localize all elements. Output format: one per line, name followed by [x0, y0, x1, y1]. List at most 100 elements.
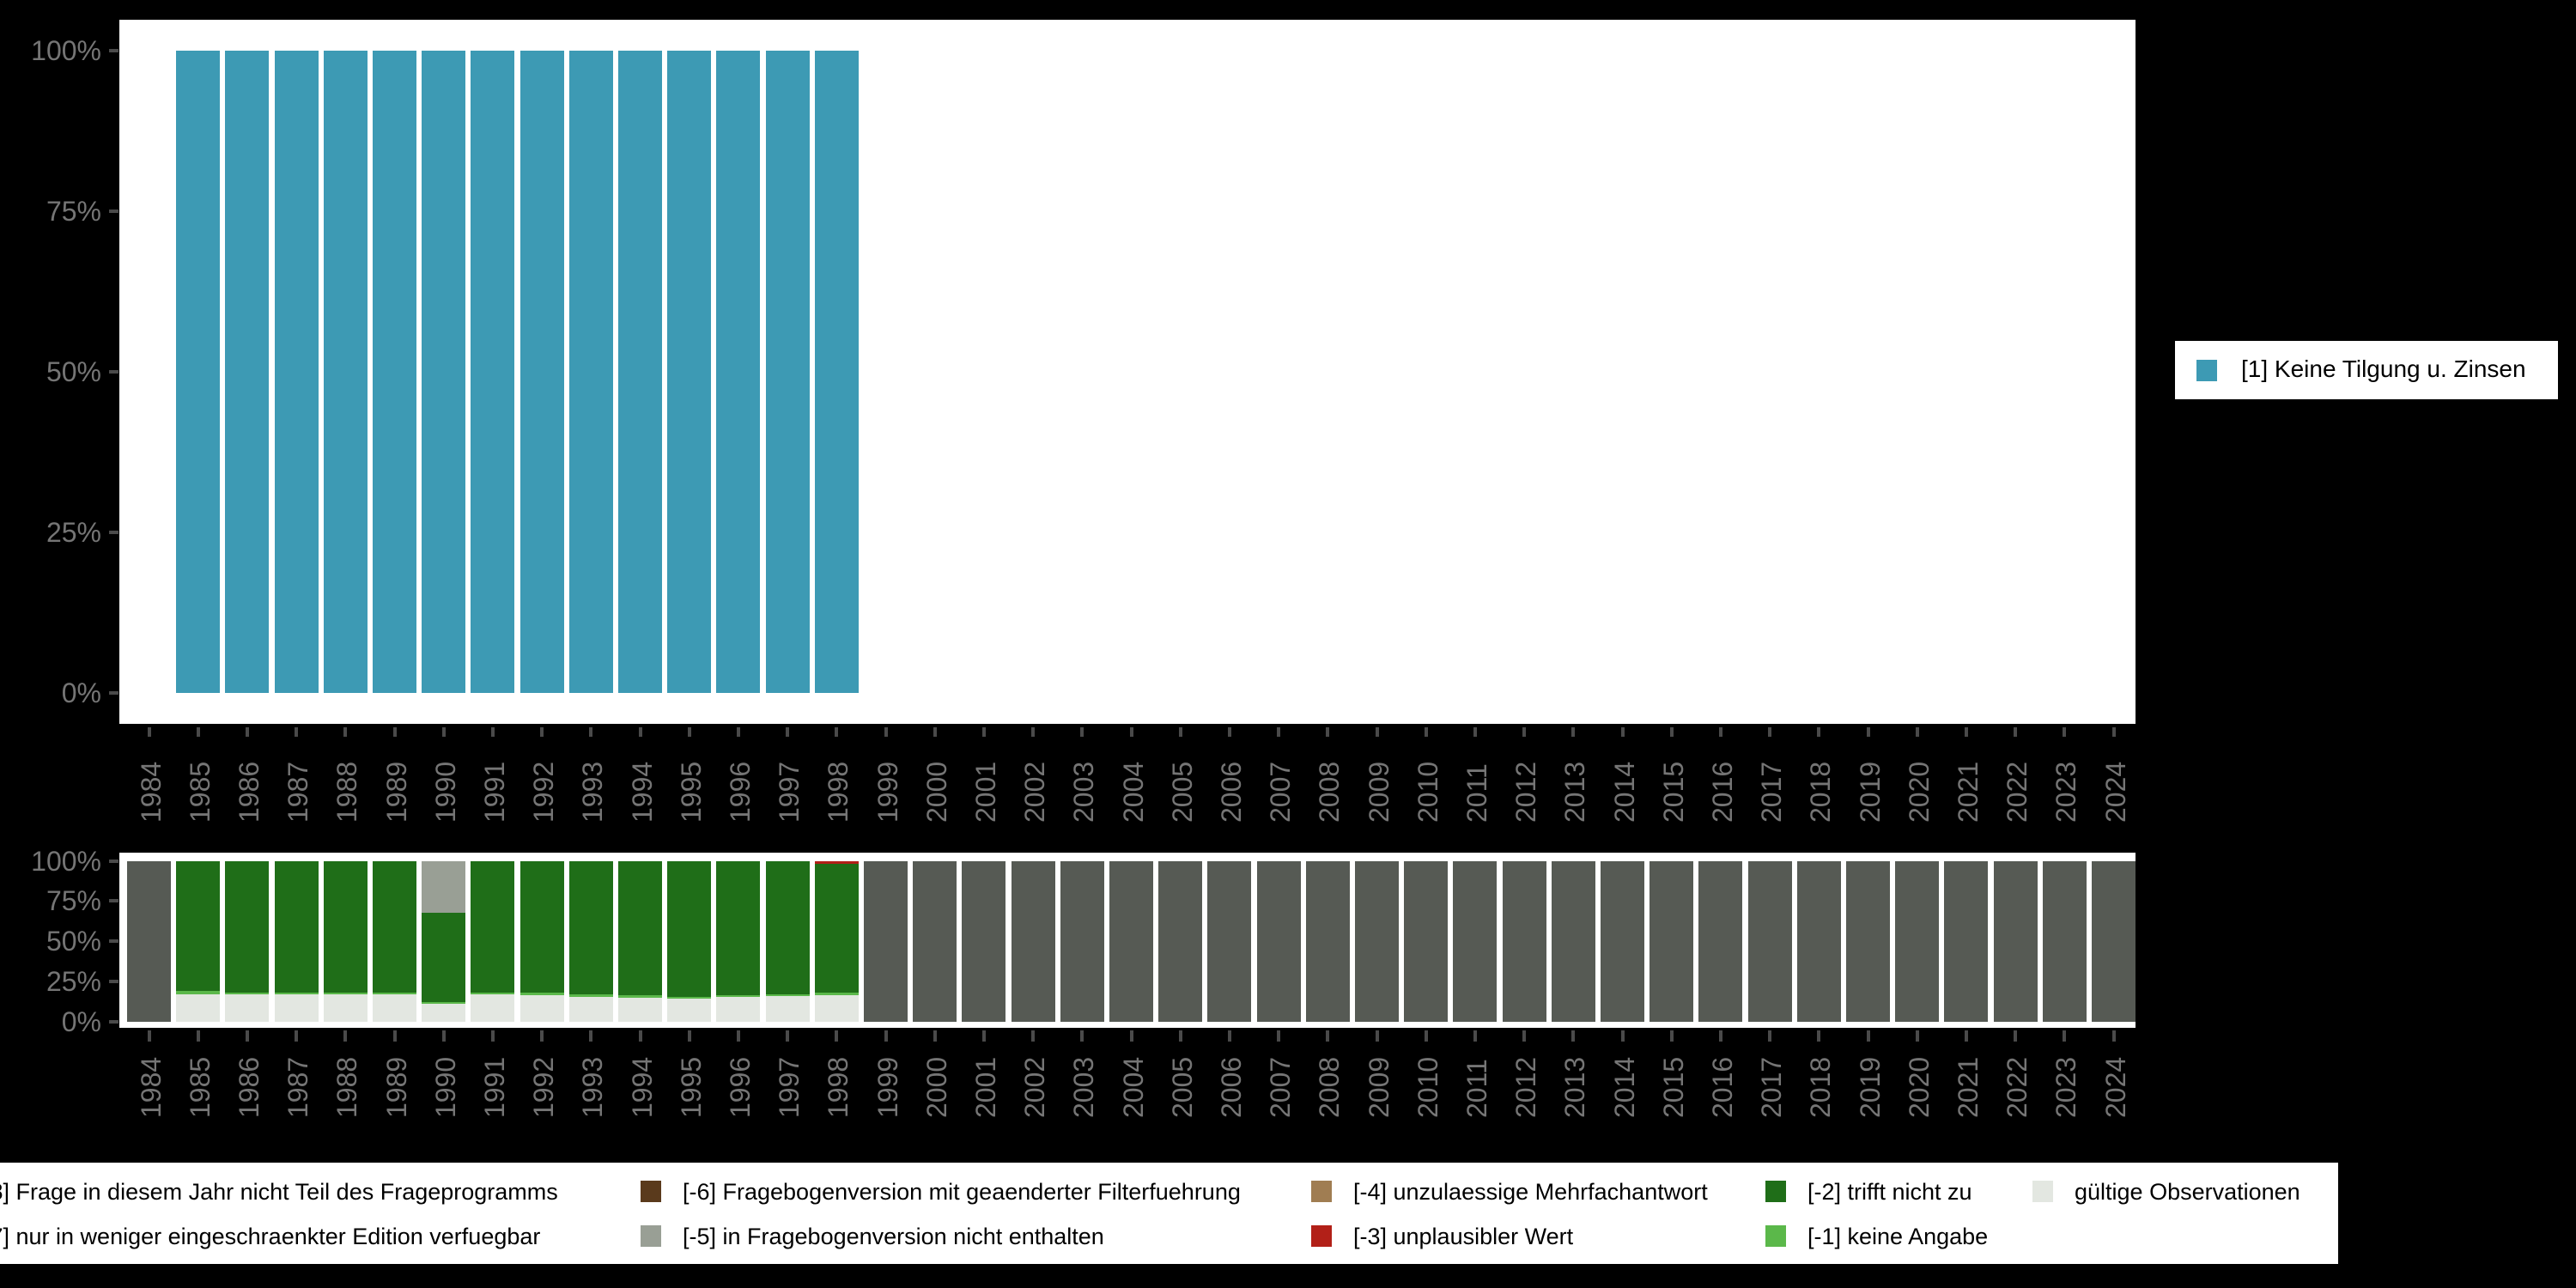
- y-axis-tick-label: 75%: [46, 885, 101, 917]
- x-axis-tick-label: 1985: [184, 761, 216, 823]
- x-axis-tick: [2014, 1030, 2018, 1042]
- x-axis-tick-label: 1992: [528, 1056, 560, 1118]
- x-axis-tick: [1669, 727, 1674, 737]
- legend-label-m1: [-1] keine Angabe: [1807, 1224, 1989, 1249]
- x-axis-tick-label: 2002: [1019, 1056, 1051, 1118]
- legend-label-m2: [-2] trifft nicht zu: [1807, 1179, 1972, 1205]
- x-axis-tick: [343, 1030, 348, 1042]
- x-axis-tick-label: 2005: [1166, 1056, 1198, 1118]
- x-axis-tick-label: 1987: [283, 761, 314, 823]
- x-axis-tick-label: 2018: [1805, 761, 1837, 823]
- bottom-chart-bar-segment: [814, 860, 859, 864]
- x-axis-tick: [1915, 727, 1919, 737]
- y-axis-tick: [109, 370, 118, 374]
- bottom-chart-bar-segment: [1256, 860, 1301, 1022]
- x-axis-tick-label: 1984: [135, 1056, 167, 1118]
- legend-swatch-cat1: [2196, 360, 2217, 381]
- x-axis-tick-label: 1990: [429, 761, 461, 823]
- top-chart-bar-segment: [618, 51, 662, 693]
- x-axis-tick: [981, 727, 986, 737]
- bottom-chart-bar-segment: [1796, 860, 1841, 1022]
- bottom-chart-bar-segment: [1453, 860, 1498, 1022]
- bottom-chart-bar-segment: [814, 863, 859, 993]
- x-axis-tick: [196, 1030, 200, 1042]
- top-chart-bar-segment: [519, 51, 564, 693]
- bottom-chart-bar-segment: [422, 860, 466, 913]
- x-axis-tick-label: 1998: [823, 761, 854, 823]
- bottom-chart-bar-segment: [471, 993, 515, 1022]
- x-axis-tick: [540, 1030, 544, 1042]
- top-chart-bar-segment: [716, 51, 761, 693]
- x-axis-tick: [835, 727, 839, 737]
- x-axis-tick: [1178, 1030, 1182, 1042]
- bottom-chart-bar-segment: [422, 912, 466, 1002]
- x-axis-tick-label: 2015: [1657, 761, 1689, 823]
- x-axis-tick-label: 2007: [1265, 761, 1297, 823]
- bottom-chart-bar-segment: [225, 993, 270, 1022]
- bottom-chart-bar-segment: [471, 860, 515, 993]
- x-axis-tick-label: 2012: [1510, 761, 1542, 823]
- x-axis-tick-label: 2018: [1805, 1056, 1837, 1118]
- x-axis-tick: [1375, 1030, 1379, 1042]
- x-axis-tick-label: 2005: [1166, 761, 1198, 823]
- x-axis-tick-label: 2019: [1854, 1056, 1886, 1118]
- x-axis-tick-label: 2011: [1461, 763, 1492, 823]
- x-axis-tick-label: 2003: [1068, 761, 1100, 823]
- x-axis-tick-label: 2002: [1019, 761, 1051, 823]
- x-axis-tick-label: 2001: [969, 1056, 1001, 1118]
- x-axis-tick: [147, 1030, 151, 1042]
- bottom-chart-bar-segment: [1305, 860, 1350, 1022]
- legend-swatch-m6: [641, 1181, 661, 1202]
- x-axis-tick-label: 1986: [233, 761, 264, 823]
- top-chart-bar-segment: [225, 51, 270, 693]
- bottom-chart-bar-segment: [225, 992, 270, 994]
- bottom-chart-bar-segment: [1551, 860, 1595, 1022]
- x-axis-tick-label: 2013: [1559, 761, 1591, 823]
- x-axis-tick: [1424, 727, 1428, 737]
- x-axis-tick-label: 2014: [1608, 1056, 1640, 1118]
- bottom-chart-bar-segment: [274, 860, 319, 993]
- bottom-chart-bar-segment: [618, 995, 662, 998]
- bottom-chart-bar-segment: [373, 992, 416, 994]
- x-axis-tick-label: 2010: [1412, 761, 1443, 823]
- x-axis-tick-label: 2017: [1756, 1056, 1788, 1118]
- x-axis-tick: [786, 727, 790, 737]
- x-axis-tick: [1718, 727, 1722, 737]
- x-axis-tick: [1080, 1030, 1084, 1042]
- legend-label-m8: [-8] Frage in diesem Jahr nicht Teil des…: [0, 1179, 558, 1205]
- x-axis-tick-label: 1999: [872, 761, 903, 823]
- x-axis-tick: [1768, 1030, 1772, 1042]
- bottom-chart-bar-segment: [765, 993, 810, 996]
- x-axis-tick: [2111, 727, 2116, 737]
- bottom-chart-bar-segment: [568, 996, 613, 1022]
- x-axis-tick-label: 1987: [283, 1056, 314, 1118]
- x-axis-tick: [835, 1030, 839, 1042]
- x-axis-tick-label: 1999: [872, 1056, 903, 1118]
- bottom-chart-bar-segment: [1601, 860, 1644, 1022]
- x-axis-tick-label: 1994: [626, 1056, 658, 1118]
- bottom-chart-bar-segment: [519, 860, 564, 993]
- x-axis-tick-label: 1984: [135, 761, 167, 823]
- top-chart-bar-segment: [667, 51, 712, 693]
- bottom-chart-bar-segment: [1502, 860, 1546, 1022]
- x-axis-tick: [589, 1030, 593, 1042]
- x-axis-tick: [1620, 1030, 1625, 1042]
- bottom-chart-bar-segment: [1207, 860, 1252, 1022]
- x-axis-tick: [1964, 1030, 1968, 1042]
- x-axis-tick: [2063, 727, 2067, 737]
- bottom-chart-bar-segment: [274, 993, 319, 1022]
- x-axis-tick: [392, 1030, 397, 1042]
- x-axis-tick-label: 1991: [478, 761, 510, 823]
- bottom-chart-bar-segment: [1060, 860, 1104, 1022]
- x-axis-tick-label: 2023: [2050, 761, 2082, 823]
- x-axis-tick-label: 1996: [724, 761, 756, 823]
- missing-values-legend: [-8] Frage in diesem Jahr nicht Teil des…: [0, 1163, 2338, 1264]
- x-axis-tick: [589, 727, 593, 737]
- x-axis-tick-label: 1995: [675, 1056, 707, 1118]
- x-axis-tick-label: 1990: [429, 1056, 461, 1118]
- x-axis-tick: [1571, 1030, 1576, 1042]
- top-chart-bar-segment: [373, 51, 416, 693]
- x-axis-tick: [1866, 1030, 1870, 1042]
- x-axis-tick-label: 2020: [1903, 1056, 1935, 1118]
